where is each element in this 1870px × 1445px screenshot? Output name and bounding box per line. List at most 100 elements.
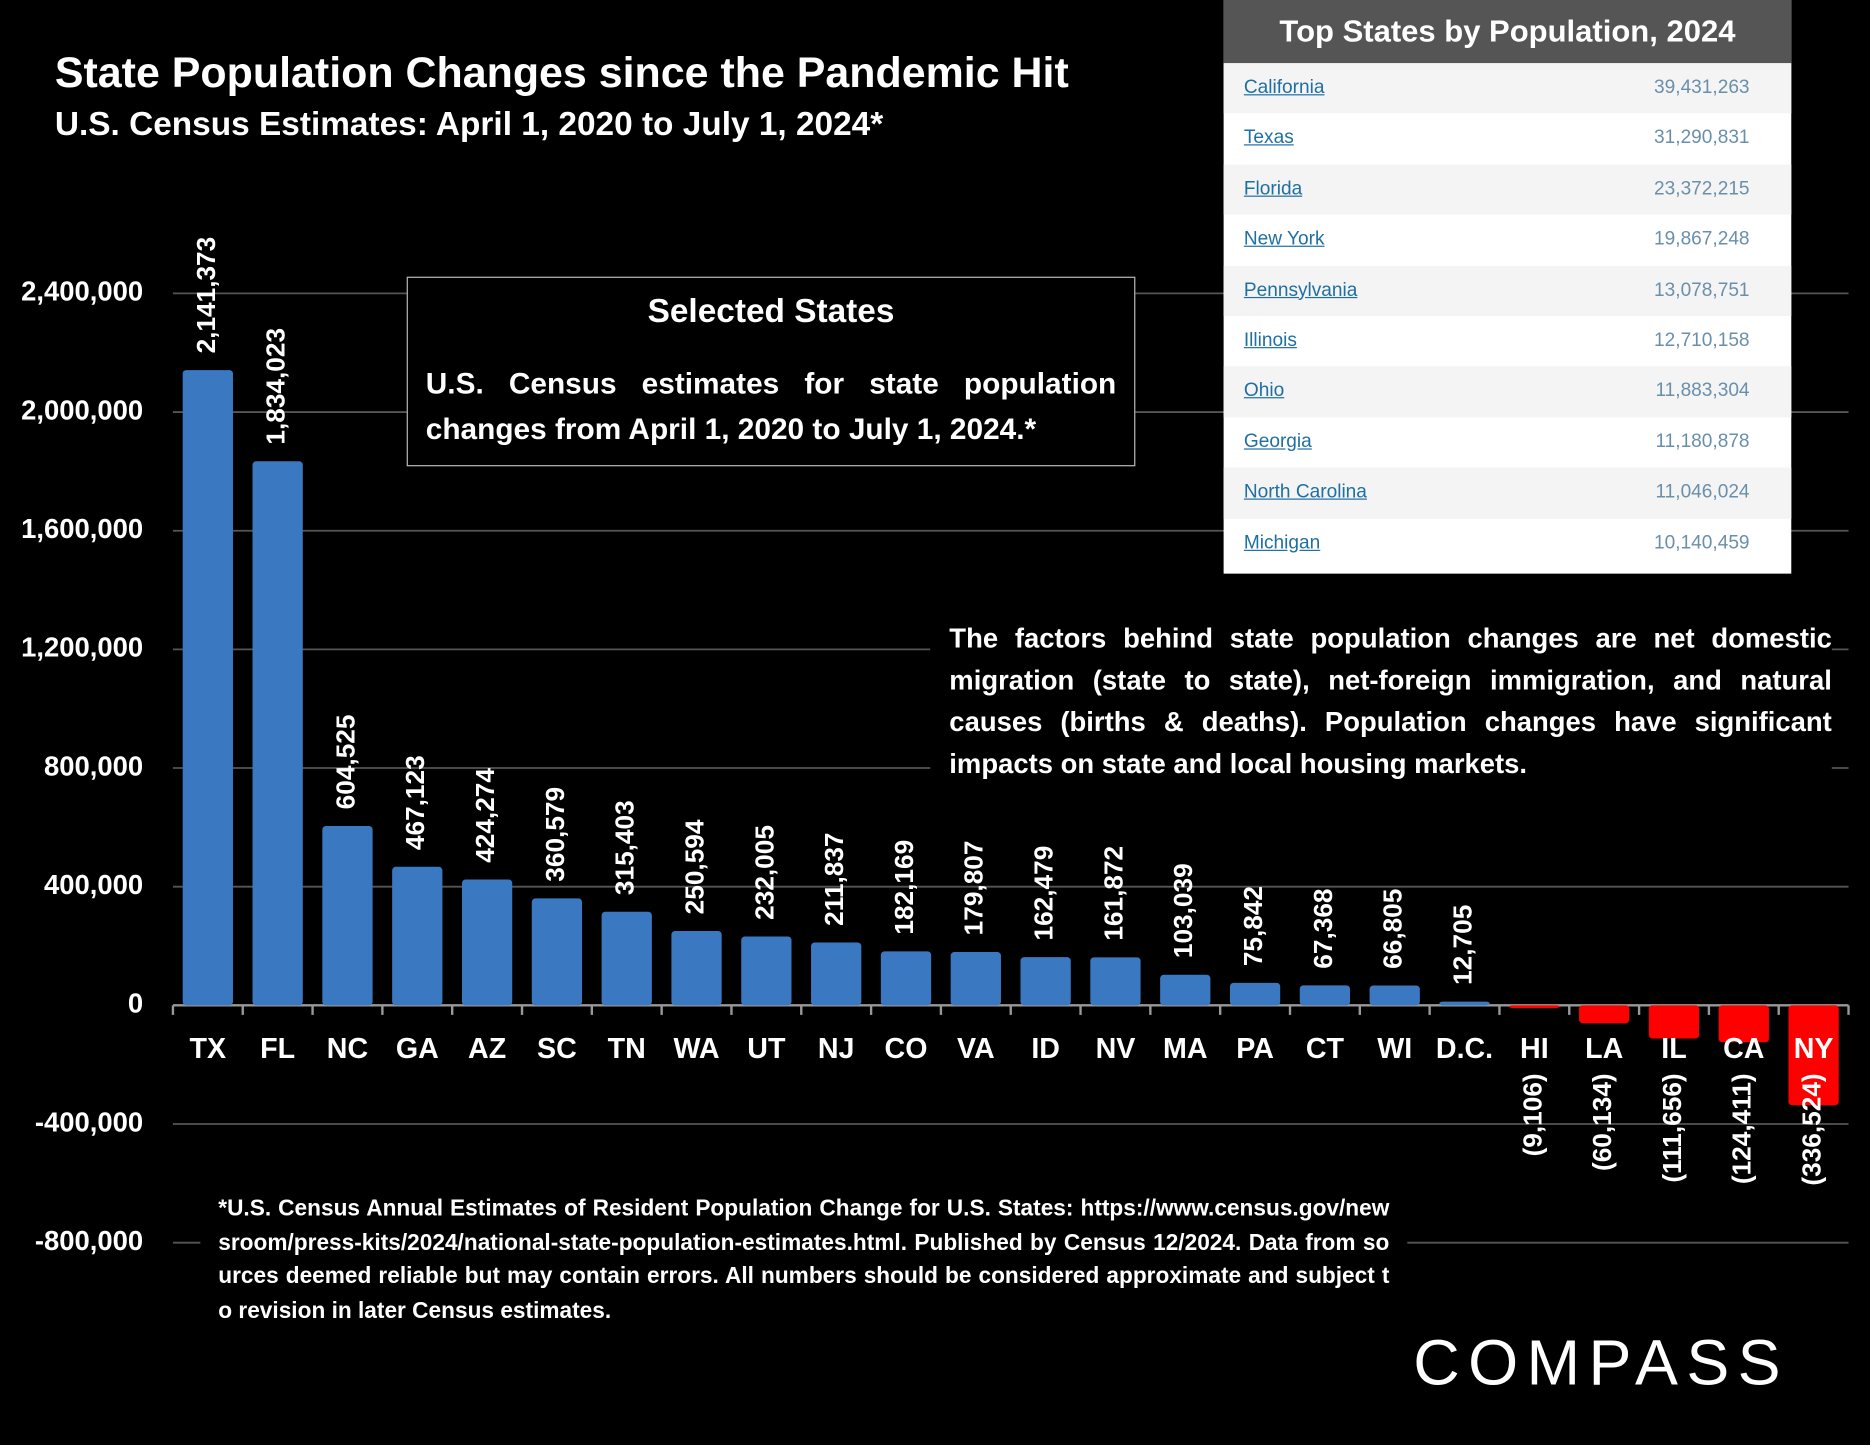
state-link[interactable]: California — [1243, 77, 1325, 98]
y-tick-label: 400,000 — [44, 869, 143, 900]
state-link[interactable]: Michigan — [1243, 532, 1321, 553]
population-value: 12,710,158 — [1654, 330, 1750, 351]
y-tick-label: -400,000 — [35, 1106, 143, 1137]
x-tick-label: TX — [190, 1033, 227, 1065]
state-link[interactable]: Texas — [1243, 128, 1294, 149]
population-table: Top States by Population, 2024 Californi… — [1223, 0, 1792, 574]
bar — [461, 879, 513, 1006]
value-label: 162,479 — [1029, 846, 1059, 941]
x-tick-label: PA — [1236, 1033, 1274, 1065]
inset-box: Selected States U.S. Census estimates fo… — [406, 276, 1136, 467]
state-link[interactable]: New York — [1243, 229, 1325, 250]
x-tick-label: LA — [1585, 1033, 1623, 1065]
population-value: 13,078,751 — [1654, 279, 1750, 301]
state-link[interactable]: Ohio — [1243, 380, 1285, 402]
value-label: 232,005 — [749, 825, 779, 920]
population-value: 23,372,215 — [1654, 178, 1750, 199]
value-label: 604,525 — [330, 715, 360, 810]
x-tick-label: CT — [1306, 1033, 1345, 1065]
x-tick-label: MA — [1163, 1033, 1208, 1065]
population-value: 11,180,878 — [1655, 431, 1750, 452]
table-rows: California 39,431,263 Texas 31,290,831 Flori… — [1223, 63, 1792, 569]
x-tick-label: NY — [1794, 1033, 1834, 1065]
x-tick-label: CA — [1723, 1033, 1764, 1065]
table-row: Georgia 11,180,878 — [1224, 417, 1792, 468]
inset-text: U.S. Census estimates for state populati… — [425, 367, 1117, 447]
x-tick-label: HI — [1520, 1033, 1549, 1065]
inset-title: Selected States — [647, 292, 895, 330]
y-tick-label: 0 — [128, 988, 143, 1019]
value-label: 315,403 — [610, 800, 640, 895]
y-tick-label: 2,000,000 — [21, 394, 143, 425]
bar — [392, 866, 443, 1006]
bar — [1299, 985, 1351, 1006]
bar — [1718, 1005, 1769, 1043]
value-label: (336,524) — [1797, 1073, 1827, 1185]
x-tick-label: SC — [537, 1033, 577, 1065]
bar — [182, 370, 233, 1006]
population-value: 19,867,248 — [1654, 229, 1750, 250]
state-link[interactable]: Pennsylvania — [1243, 279, 1358, 301]
y-tick-label: 1,600,000 — [21, 513, 143, 544]
bar — [741, 936, 792, 1006]
value-label: 467,123 — [400, 755, 430, 850]
state-link[interactable]: Illinois — [1243, 330, 1297, 351]
bar — [252, 461, 303, 1006]
bar — [880, 951, 932, 1006]
value-label: (9,106) — [1517, 1073, 1547, 1156]
note: The factors behind state population chan… — [930, 617, 1832, 785]
x-tick-label: NJ — [818, 1033, 855, 1065]
value-label: 67,368 — [1308, 888, 1338, 968]
value-label: 12,705 — [1447, 905, 1477, 985]
population-value: 11,046,024 — [1655, 481, 1750, 503]
table-row: California 39,431,263 — [1223, 63, 1792, 114]
x-tick-label: NC — [327, 1033, 368, 1065]
x-tick-label: WA — [674, 1033, 720, 1065]
value-label: (124,411) — [1727, 1073, 1757, 1184]
bar — [1090, 957, 1141, 1006]
bar — [811, 942, 862, 1006]
bar — [671, 931, 722, 1006]
y-tick-label: -800,000 — [35, 1225, 143, 1256]
brand-logo: COMPASS — [1413, 1327, 1789, 1399]
x-tick-label: D.C. — [1436, 1033, 1493, 1065]
x-tick-label: NV — [1096, 1033, 1136, 1065]
value-label: 1,834,023 — [261, 328, 291, 445]
bar — [1788, 1005, 1839, 1106]
bar — [1160, 974, 1211, 1006]
x-tick-label: VA — [957, 1033, 995, 1065]
bar — [601, 911, 652, 1006]
x-tick-label: TN — [608, 1033, 646, 1065]
table-title: Top States by Population, 2024 — [1223, 0, 1792, 64]
table-row: New York 19,867,248 — [1224, 215, 1792, 266]
y-tick-label: 1,200,000 — [21, 632, 143, 663]
state-link[interactable]: Florida — [1243, 178, 1303, 199]
value-label: 182,169 — [889, 840, 919, 935]
table-row: Florida 23,372,215 — [1223, 164, 1792, 215]
x-tick-label: AZ — [468, 1033, 506, 1065]
bar — [322, 826, 373, 1006]
x-tick-label: ID — [1031, 1033, 1060, 1065]
table-row: Texas 31,290,831 — [1224, 114, 1792, 165]
value-label: 424,274 — [470, 768, 500, 863]
population-value: 39,431,263 — [1654, 77, 1750, 98]
bar — [1020, 957, 1071, 1006]
state-link[interactable]: Georgia — [1243, 431, 1312, 452]
value-label: 103,039 — [1168, 863, 1198, 958]
bar — [1509, 1005, 1560, 1009]
state-link[interactable]: North Carolina — [1243, 481, 1367, 503]
table-row: North Carolina 11,046,024 — [1223, 467, 1792, 519]
y-tick-label: 800,000 — [44, 750, 143, 781]
bar — [950, 952, 1001, 1006]
y-tick-label: 2,400,000 — [21, 276, 143, 307]
population-value: 10,140,459 — [1654, 532, 1750, 553]
chart-title: State Population Changes since the Pande… — [54, 47, 1069, 97]
table-row: Pennsylvania 13,078,751 — [1223, 265, 1792, 316]
table-row: Ohio 11,883,304 — [1223, 366, 1792, 418]
bar — [531, 898, 583, 1006]
value-label: 179,807 — [959, 841, 989, 936]
value-label: 75,842 — [1238, 886, 1268, 966]
bar — [1648, 1005, 1700, 1039]
bar — [1439, 1001, 1490, 1006]
